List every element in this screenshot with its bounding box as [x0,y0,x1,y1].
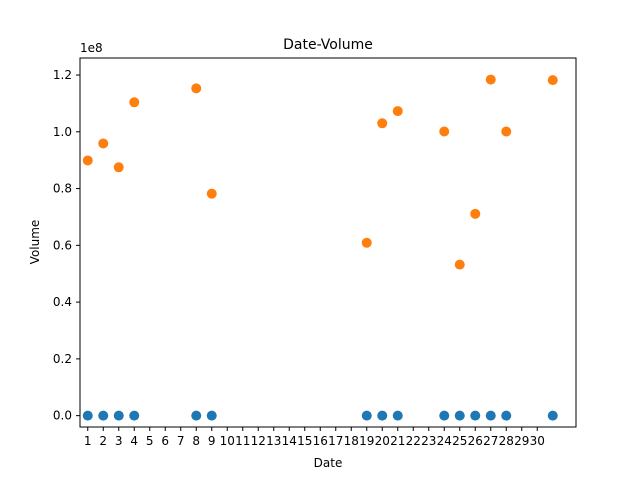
data-point [439,410,450,421]
data-point [501,126,512,137]
x-tick-label: 5 [146,434,154,448]
y-axis-label: Volume [28,220,42,265]
data-point [392,410,403,421]
data-point [361,237,372,248]
y-tick-label: 1.2 [53,68,72,82]
data-point [485,74,496,85]
x-tick-label: 4 [130,434,138,448]
data-point [82,410,93,421]
x-tick-label: 13 [266,434,281,448]
data-point [501,410,512,421]
data-point [206,188,217,199]
data-point [191,83,202,94]
x-tick-label: 26 [468,434,483,448]
data-point [113,410,124,421]
data-point [361,410,372,421]
x-tick-label: 10 [220,434,235,448]
y-tick-label: 0.4 [53,295,72,309]
plot-area [80,58,576,427]
x-tick-label: 11 [235,434,250,448]
data-point [547,410,558,421]
x-tick-label: 21 [390,434,405,448]
data-point [377,118,388,129]
x-tick-label: 2 [99,434,107,448]
x-axis-label: Date [314,456,343,470]
y-axis: 0.0 0.2 0.4 0.6 0.8 1.0 1.2 [53,68,80,423]
y-tick-label: 0.0 [53,409,72,423]
x-tick-label: 14 [282,434,297,448]
data-point [439,126,450,137]
x-tick-label: 8 [192,434,200,448]
data-point [470,410,481,421]
x-tick-label: 6 [161,434,169,448]
data-point [98,410,109,421]
x-tick-label: 7 [177,434,185,448]
data-point [206,410,217,421]
x-tick-label: 9 [208,434,216,448]
data-point [98,138,109,149]
data-point [377,410,388,421]
data-point [454,410,465,421]
data-point [547,75,558,86]
data-point [129,97,140,108]
x-tick-label: 17 [328,434,343,448]
x-tick-label: 12 [251,434,266,448]
x-tick-label: 23 [421,434,436,448]
y-tick-label: 1.0 [53,125,72,139]
x-tick-label: 28 [499,434,514,448]
data-point [113,162,124,173]
x-tick-label: 29 [514,434,529,448]
x-tick-label: 25 [452,434,467,448]
x-tick-label: 18 [344,434,359,448]
data-point [82,155,93,166]
data-point [129,410,140,421]
x-tick-label: 1 [84,434,92,448]
x-tick-label: 15 [297,434,312,448]
data-point [454,259,465,270]
data-point [485,410,496,421]
x-tick-label: 3 [115,434,123,448]
y-tick-label: 0.8 [53,182,72,196]
x-axis: 1 2 3 4 5 6 7 8 9 10 11 12 13 14 15 16 17 18 19 20 21 22 23 24 2… [84,427,545,448]
x-tick-label: 20 [375,434,390,448]
y-tick-label: 0.2 [53,352,72,366]
x-tick-label: 19 [359,434,374,448]
x-tick-label: 30 [530,434,545,448]
data-point [191,410,202,421]
data-point [392,106,403,117]
x-tick-label: 24 [437,434,452,448]
y-axis-scale-label: 1e8 [80,41,103,55]
plot-frame [79,57,577,428]
x-tick-label: 27 [483,434,498,448]
chart-title: Date-Volume [283,37,373,53]
x-tick-label: 16 [313,434,328,448]
y-tick-label: 0.6 [53,238,72,252]
data-point [470,208,481,219]
points-layer [82,74,558,421]
x-tick-label: 22 [406,434,421,448]
